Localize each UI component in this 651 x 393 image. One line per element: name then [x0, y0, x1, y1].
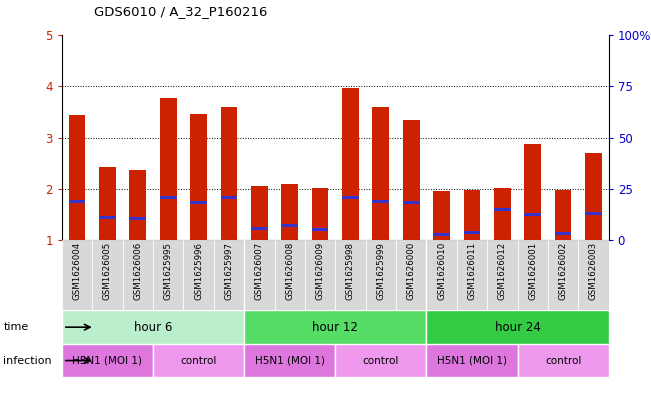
Bar [62, 310, 244, 344]
Text: GSM1626012: GSM1626012 [498, 242, 507, 300]
Bar [548, 240, 578, 310]
Bar [518, 240, 548, 310]
Bar [578, 240, 609, 310]
Bar [69, 114, 85, 240]
Bar [122, 240, 153, 310]
Text: control: control [180, 356, 217, 365]
Text: GSM1626000: GSM1626000 [407, 242, 416, 300]
Bar [426, 310, 609, 344]
Bar [403, 119, 419, 240]
Bar [585, 211, 602, 215]
Bar [464, 231, 480, 233]
Bar [184, 240, 214, 310]
Text: H5N1 (MOI 1): H5N1 (MOI 1) [255, 356, 325, 365]
Bar [335, 240, 366, 310]
Text: GSM1626003: GSM1626003 [589, 242, 598, 300]
Bar [159, 196, 176, 199]
Bar [159, 98, 176, 240]
Bar [487, 240, 518, 310]
Bar [434, 233, 450, 236]
Bar [312, 187, 329, 240]
Text: GSM1625998: GSM1625998 [346, 242, 355, 300]
Text: infection: infection [3, 356, 52, 365]
Bar [221, 196, 237, 199]
Bar [335, 344, 426, 377]
Bar [130, 170, 146, 240]
Text: GSM1625997: GSM1625997 [225, 242, 234, 300]
Bar [281, 224, 298, 228]
Bar [62, 240, 92, 310]
Bar [525, 144, 541, 240]
Bar [244, 344, 335, 377]
Bar [518, 344, 609, 377]
Text: hour 24: hour 24 [495, 321, 540, 334]
Bar [251, 227, 268, 230]
Bar [244, 310, 426, 344]
Bar [372, 200, 389, 203]
Text: GSM1626011: GSM1626011 [467, 242, 477, 300]
Text: GSM1626005: GSM1626005 [103, 242, 112, 300]
Bar [555, 190, 572, 240]
Bar [275, 240, 305, 310]
Text: hour 12: hour 12 [312, 321, 358, 334]
Bar [585, 153, 602, 240]
Text: GSM1626004: GSM1626004 [72, 242, 81, 300]
Bar [62, 344, 153, 377]
Text: GSM1625995: GSM1625995 [163, 242, 173, 300]
Bar [312, 228, 329, 231]
Bar [426, 240, 457, 310]
Text: GSM1626007: GSM1626007 [255, 242, 264, 300]
Bar [244, 240, 275, 310]
Bar [366, 240, 396, 310]
Text: GDS6010 / A_32_P160216: GDS6010 / A_32_P160216 [94, 5, 268, 18]
Bar [457, 240, 487, 310]
Bar [99, 167, 116, 240]
Text: H5N1 (MOI 1): H5N1 (MOI 1) [72, 356, 143, 365]
Bar [153, 240, 184, 310]
Text: GSM1625999: GSM1625999 [376, 242, 385, 300]
Bar [426, 344, 518, 377]
Text: GSM1626002: GSM1626002 [559, 242, 568, 300]
Bar [130, 217, 146, 220]
Bar [403, 201, 419, 204]
Text: time: time [3, 322, 29, 332]
Bar [342, 196, 359, 199]
Text: GSM1626006: GSM1626006 [133, 242, 143, 300]
Bar [190, 114, 207, 240]
Bar [153, 344, 244, 377]
Text: GSM1626010: GSM1626010 [437, 242, 446, 300]
Bar [434, 191, 450, 240]
Bar [190, 201, 207, 204]
Bar [281, 184, 298, 240]
Bar [214, 240, 244, 310]
Text: GSM1626001: GSM1626001 [528, 242, 537, 300]
Bar [494, 187, 510, 240]
Bar [555, 231, 572, 235]
Text: control: control [545, 356, 581, 365]
Bar [69, 200, 85, 203]
Bar [342, 88, 359, 240]
Text: H5N1 (MOI 1): H5N1 (MOI 1) [437, 356, 507, 365]
Text: control: control [363, 356, 399, 365]
Bar [99, 216, 116, 219]
Text: GSM1626009: GSM1626009 [316, 242, 325, 300]
Text: GSM1625996: GSM1625996 [194, 242, 203, 300]
Bar [221, 107, 237, 240]
Text: GSM1626008: GSM1626008 [285, 242, 294, 300]
Bar [92, 240, 122, 310]
Bar [525, 213, 541, 216]
Bar [251, 186, 268, 240]
Text: hour 6: hour 6 [134, 321, 172, 334]
Bar [464, 190, 480, 240]
Bar [305, 240, 335, 310]
Bar [396, 240, 426, 310]
Bar [494, 208, 510, 211]
Bar [372, 107, 389, 240]
